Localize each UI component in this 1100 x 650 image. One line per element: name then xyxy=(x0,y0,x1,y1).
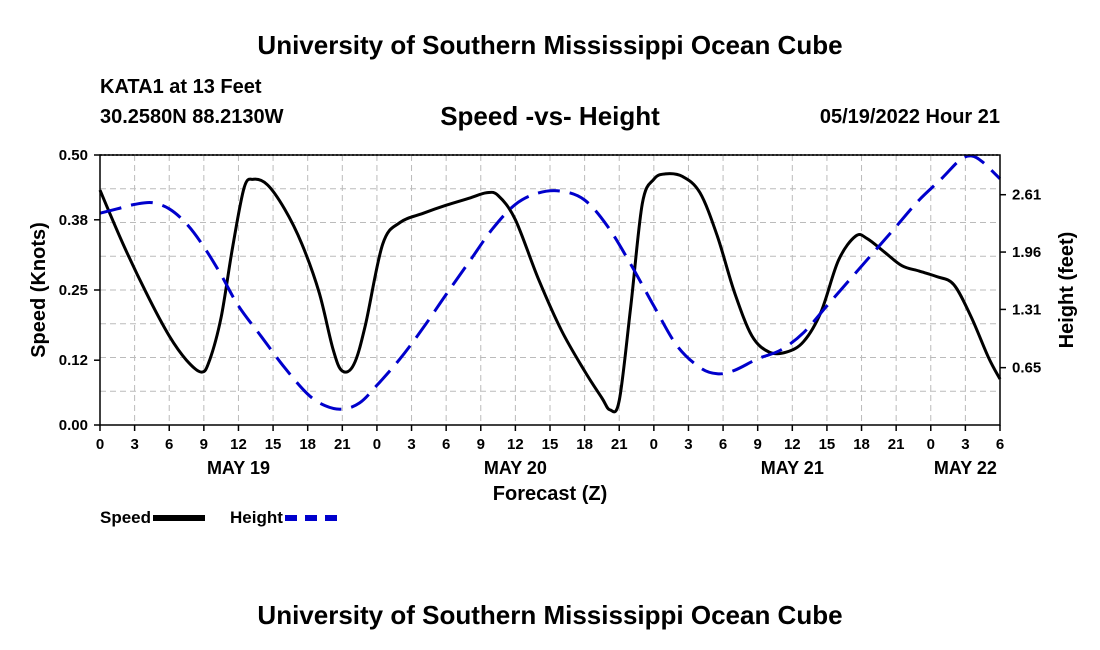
x-tick-label: 3 xyxy=(130,436,138,453)
y-tick-label: 0.12 xyxy=(59,352,88,369)
x-axis-label: Forecast (Z) xyxy=(493,483,607,505)
x-tick-label: 6 xyxy=(165,436,173,453)
x-tick-label: 12 xyxy=(784,436,801,453)
day-label: MAY 21 xyxy=(761,458,824,478)
x-tick-label: 9 xyxy=(754,436,762,453)
chart-subtitle: Speed -vs- Height xyxy=(440,101,660,131)
x-tick-label: 0 xyxy=(96,436,104,453)
x-tick-label: 21 xyxy=(334,436,351,453)
day-label: MAY 22 xyxy=(934,458,997,478)
legend-speed: Speed xyxy=(100,508,206,528)
grid xyxy=(100,154,1000,425)
x-tick-label: 21 xyxy=(611,436,628,453)
x-tick-label: 15 xyxy=(265,436,282,453)
x-tick-label: 0 xyxy=(650,436,658,453)
legend-height-swatch xyxy=(284,515,337,521)
x-tick-label: 3 xyxy=(961,436,969,453)
x-tick-label: 0 xyxy=(927,436,935,453)
y-tick-label: 0.25 xyxy=(59,282,88,299)
x-tick-label: 9 xyxy=(477,436,485,453)
series-lines xyxy=(98,154,1002,414)
y2-tick-label: 2.61 xyxy=(1012,187,1041,204)
x-tick-label: 6 xyxy=(442,436,450,453)
x-tick-label: 6 xyxy=(996,436,1004,453)
x-tick-label: 6 xyxy=(719,436,727,453)
footer-title: University of Southern Mississippi Ocean… xyxy=(257,600,843,630)
legend-height-label: Height xyxy=(230,508,283,527)
x-tick-label: 0 xyxy=(373,436,381,453)
y2-tick-label: 1.96 xyxy=(1012,244,1041,261)
y2-tick-label: 0.65 xyxy=(1012,360,1041,377)
legend-speed-swatch xyxy=(153,515,206,521)
x-tick-label: 18 xyxy=(299,436,316,453)
speed-series-line xyxy=(98,172,1002,414)
height-series-line xyxy=(99,154,1002,411)
x-tick-label: 15 xyxy=(542,436,559,453)
x-tick-label: 3 xyxy=(684,436,692,453)
day-label: MAY 20 xyxy=(484,458,547,478)
y-axis-label: Speed (Knots) xyxy=(28,222,50,358)
station-coordinates: 30.2580N 88.2130W xyxy=(100,106,284,128)
forecast-datetime: 05/19/2022 Hour 21 xyxy=(819,106,1000,128)
x-tick-label: 12 xyxy=(507,436,524,453)
y2-tick-label: 1.31 xyxy=(1012,301,1041,318)
y2-axis-label: Height (feet) xyxy=(1056,232,1078,349)
main-title: University of Southern Mississippi Ocean… xyxy=(257,30,843,60)
x-tick-label: 12 xyxy=(230,436,247,453)
station-label: KATA1 at 13 Feet xyxy=(100,76,262,98)
x-tick-label: 9 xyxy=(200,436,208,453)
x-tick-label: 15 xyxy=(819,436,836,453)
day-label: MAY 19 xyxy=(207,458,270,478)
speed-height-chart: 0 3 6 9 12 15 18 21 0 3 6 9 12 15 18 21 0 3 6 9 12 15 18 21 0 3 6 M… xyxy=(28,147,1078,505)
x-tick-label: 18 xyxy=(576,436,593,453)
legend-speed-label: Speed xyxy=(100,508,152,527)
y-tick-label: 0.00 xyxy=(59,417,88,434)
x-tick-label: 18 xyxy=(853,436,870,453)
y-tick-label: 0.38 xyxy=(59,212,88,229)
axis-ticks: 0 3 6 9 12 15 18 21 0 3 6 9 12 15 18 21 0 3 6 9 12 15 18 21 0 3 6 M… xyxy=(59,147,1041,478)
legend-height: Height xyxy=(230,508,337,528)
y-tick-label: 0.50 xyxy=(59,147,88,164)
x-tick-label: 3 xyxy=(407,436,415,453)
x-tick-label: 21 xyxy=(888,436,905,453)
